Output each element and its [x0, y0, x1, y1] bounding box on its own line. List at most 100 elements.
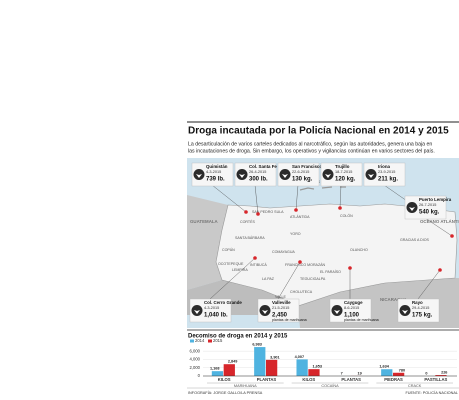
x-tick-label: PASTILLAS [424, 377, 447, 382]
callout-amount: 1,100 [344, 313, 360, 319]
map-label: INTIBUCÁ [250, 263, 267, 267]
callout-date: 4-3-2015 [206, 170, 221, 174]
callout-name: Valleville [272, 300, 291, 305]
callout-name: Iriona [378, 164, 391, 169]
leader-line [424, 217, 453, 237]
callout-amount: 211 kg. [378, 177, 398, 183]
group-label: COCAÍNA [321, 384, 339, 388]
callout-name: Rayo [412, 300, 423, 305]
callout-date: 22-6-2015 [292, 170, 309, 174]
map-label: SAN PEDRO SULA [252, 210, 284, 214]
title: Droga incautada por la Policía Nacional … [188, 126, 449, 137]
seizure-marker [438, 268, 442, 272]
leaf-icon [239, 170, 245, 178]
callout-date: 26-7-2015 [419, 203, 436, 207]
callout-box [191, 162, 234, 187]
leader-line [339, 184, 342, 209]
legend-swatch [190, 339, 194, 343]
y-tick-label: 0 [198, 373, 201, 378]
map-label: COMAYAGUA [272, 250, 295, 254]
seizure-marker [253, 256, 257, 260]
callout-unit: plantas de marihuana [272, 318, 307, 322]
callout-amount: 120 kg. [335, 177, 356, 183]
x-tick-label: KILOS [218, 377, 231, 382]
map-label: EL PARAÍSO [320, 270, 341, 274]
guatemala-shape [187, 195, 228, 290]
callout-amount: 175 kg. [412, 313, 433, 319]
callout-box [320, 162, 363, 187]
group-label: CRACK [408, 384, 422, 388]
seizure-marker [450, 234, 454, 238]
leaf-icon [282, 170, 288, 178]
callout-date: 4-3-2015 [204, 306, 219, 310]
bar [211, 371, 224, 376]
value-label: 6,983 [252, 343, 262, 347]
honduras-shape [215, 203, 458, 307]
leader-line [417, 269, 441, 300]
callout-amount: 2,450 [272, 313, 288, 319]
source: FUENTE: POLICÍA NACIONAL [405, 391, 458, 395]
seizure-marker [338, 206, 342, 210]
y-tick-label: 6,000 [190, 348, 201, 353]
callout-unit: plantas de marihuana [344, 318, 379, 322]
leader-line [277, 261, 301, 300]
callout-box [277, 162, 320, 187]
value-label: 19 [357, 371, 361, 375]
callout-name: San Francisco [292, 164, 322, 169]
map-label: FRANCISCO MORAZÁN [285, 263, 326, 267]
map-label: TEGUCIGALPA [300, 277, 326, 281]
leaf-icon [325, 170, 331, 178]
drug-icon [191, 305, 203, 316]
value-label: 7 [341, 371, 343, 375]
drug-icon [193, 169, 205, 180]
leaf-icon [409, 203, 415, 211]
map-label: SANTA BÁRBARA [235, 236, 265, 240]
map-label: YORO [290, 232, 301, 236]
y-tick-label: 2,000 [190, 365, 201, 370]
legend-label: 2014 [195, 338, 205, 343]
leaf-icon [196, 170, 202, 178]
seizure-marker [348, 266, 352, 270]
callout-date: 18-7-2015 [335, 170, 352, 174]
seizure-marker [256, 212, 260, 216]
legend-label: 2015 [213, 338, 223, 343]
callout-box [189, 298, 232, 323]
callout-date: 29-4-2015 [412, 306, 429, 310]
map-label: GRACIAS A DIOS [400, 238, 430, 242]
callout-date: 23-9-2015 [378, 170, 395, 174]
map-label: LA PAZ [262, 277, 275, 281]
bar [296, 359, 308, 376]
callout-box [329, 298, 372, 323]
drug-icon [399, 305, 411, 316]
bar [266, 359, 278, 376]
x-tick-label: PIEDRAS [384, 377, 403, 382]
credit: INFOGRAFÍA: JORGE GALLO/LA PRENSA [188, 391, 263, 395]
bar [308, 369, 320, 376]
map-label: LEMPIRA [232, 268, 248, 272]
callout-box [257, 298, 300, 323]
value-label: 0 [425, 372, 427, 376]
chart-title: Decomiso de droga en 2014 y 2015 [188, 334, 288, 340]
leaf-icon [194, 306, 200, 314]
value-label: 1,653 [313, 365, 323, 369]
callout-name: Trujillo [335, 164, 350, 169]
x-tick-label: PLANTAS [341, 377, 361, 382]
value-label: 1,168 [210, 367, 220, 371]
map-label: OCÉANO ATLÁNTICO [420, 219, 459, 224]
leader-line [254, 184, 259, 215]
callout-name: Col. Cerro Grande [204, 300, 242, 305]
value-label: 226 [441, 371, 447, 375]
callout-box [363, 162, 406, 187]
callout-date: 26-4-2015 [249, 170, 266, 174]
leaf-icon [262, 306, 268, 314]
drug-icon [365, 169, 377, 180]
drug-icon [279, 169, 291, 180]
drug-icon [259, 305, 271, 316]
x-tick-label: PLANTAS [257, 377, 277, 382]
value-label: 780 [399, 368, 405, 372]
callout-box [397, 298, 440, 323]
value-label: 4,007 [295, 355, 305, 359]
leader-line [295, 184, 299, 211]
map-label: VALLE [275, 295, 287, 299]
callout-name: Puerto Lempira [419, 197, 452, 202]
